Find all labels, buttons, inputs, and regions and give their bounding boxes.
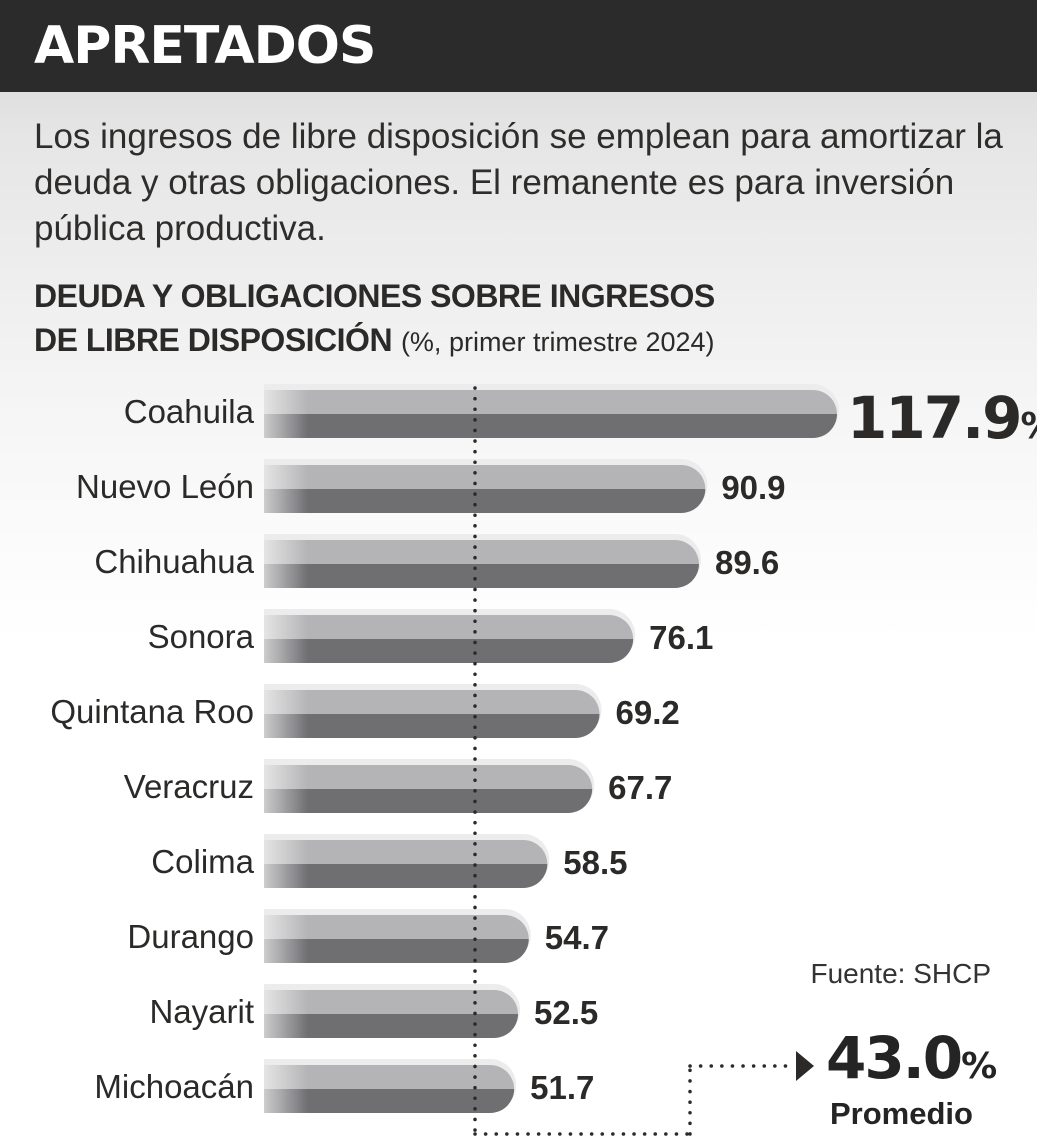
bar-shade bbox=[264, 390, 308, 438]
value-label: 117.9% bbox=[847, 384, 1037, 452]
bar-bottom-half bbox=[264, 564, 699, 588]
category-label: Quintana Roo bbox=[50, 693, 254, 730]
bar-shade bbox=[264, 840, 308, 888]
bar-shade bbox=[264, 765, 308, 813]
category-label: Nayarit bbox=[149, 993, 254, 1030]
category-label: Durango bbox=[127, 918, 254, 955]
average-unit: % bbox=[961, 1046, 998, 1087]
category-label: Michoacán bbox=[94, 1068, 254, 1105]
bar-shade bbox=[264, 990, 308, 1038]
value-label: 76.1 bbox=[649, 619, 713, 656]
category-label: Sonora bbox=[148, 618, 255, 655]
bar-bottom-half bbox=[264, 864, 548, 888]
average-arrow-icon bbox=[796, 1051, 814, 1081]
category-label: Veracruz bbox=[124, 768, 254, 805]
bar-top-half bbox=[264, 390, 837, 414]
bar-2 bbox=[264, 459, 708, 513]
value-label: 54.7 bbox=[545, 919, 609, 956]
bar-shade bbox=[264, 915, 308, 963]
bar-shade bbox=[264, 465, 308, 513]
bar-7 bbox=[264, 834, 550, 888]
value-label: 89.6 bbox=[715, 544, 779, 581]
bar-1 bbox=[264, 384, 839, 438]
value-label: 52.5 bbox=[534, 994, 598, 1031]
bar-top-half bbox=[264, 765, 593, 789]
value-unit: % bbox=[1020, 406, 1037, 447]
chart-title: DEUDA Y OBLIGACIONES SOBRE INGRESOS DE L… bbox=[34, 274, 934, 364]
bar-9 bbox=[264, 984, 521, 1038]
bar-10 bbox=[264, 1059, 517, 1113]
source-note: Fuente: SHCP bbox=[810, 958, 991, 989]
bar-3 bbox=[264, 534, 701, 588]
bar-top-half bbox=[264, 690, 600, 714]
bar-shade bbox=[264, 1065, 308, 1113]
category-label: Nuevo León bbox=[76, 468, 254, 505]
value-label: 90.9 bbox=[721, 469, 785, 506]
value-number: 117.9 bbox=[847, 384, 1020, 452]
average-value: 43.0% bbox=[826, 1024, 997, 1101]
bar-bottom-half bbox=[264, 639, 634, 663]
category-label: Colima bbox=[151, 843, 254, 880]
bar-shade bbox=[264, 615, 308, 663]
bar-top-half bbox=[264, 465, 706, 489]
page-title: APRETADOS bbox=[34, 16, 376, 76]
bar-5 bbox=[264, 684, 602, 738]
bar-bottom-half bbox=[264, 714, 600, 738]
chart-title-line-2: DE LIBRE DISPOSICIÓN bbox=[34, 322, 393, 358]
chart-title-line-1: DEUDA Y OBLIGACIONES SOBRE INGRESOS bbox=[34, 278, 715, 314]
bar-6 bbox=[264, 759, 595, 813]
bar-bottom-half bbox=[264, 939, 529, 963]
bar-top-half bbox=[264, 540, 699, 564]
bar-4 bbox=[264, 609, 636, 663]
category-label: Coahuila bbox=[124, 393, 255, 430]
bar-shade bbox=[264, 690, 308, 738]
bar-shade bbox=[264, 540, 308, 588]
bar-8 bbox=[264, 909, 531, 963]
value-label: 69.2 bbox=[615, 694, 679, 731]
bar-bottom-half bbox=[264, 789, 593, 813]
subtitle: Los ingresos de libre disposición se emp… bbox=[34, 117, 1003, 248]
category-label: Chihuahua bbox=[94, 543, 254, 580]
bar-top-half bbox=[264, 615, 634, 639]
value-label: 51.7 bbox=[530, 1069, 594, 1106]
average-number: 43.0 bbox=[826, 1024, 963, 1092]
bar-bottom-half bbox=[264, 489, 706, 513]
bar-top-half bbox=[264, 915, 529, 939]
value-label: 67.7 bbox=[608, 769, 672, 806]
average-label: Promedio bbox=[830, 1096, 973, 1131]
chart-title-note: (%, primer trimestre 2024) bbox=[400, 327, 715, 357]
header-bar: APRETADOS bbox=[0, 0, 1037, 92]
bar-top-half bbox=[264, 840, 548, 864]
bar-bottom-half bbox=[264, 414, 837, 438]
value-label: 58.5 bbox=[563, 844, 627, 881]
